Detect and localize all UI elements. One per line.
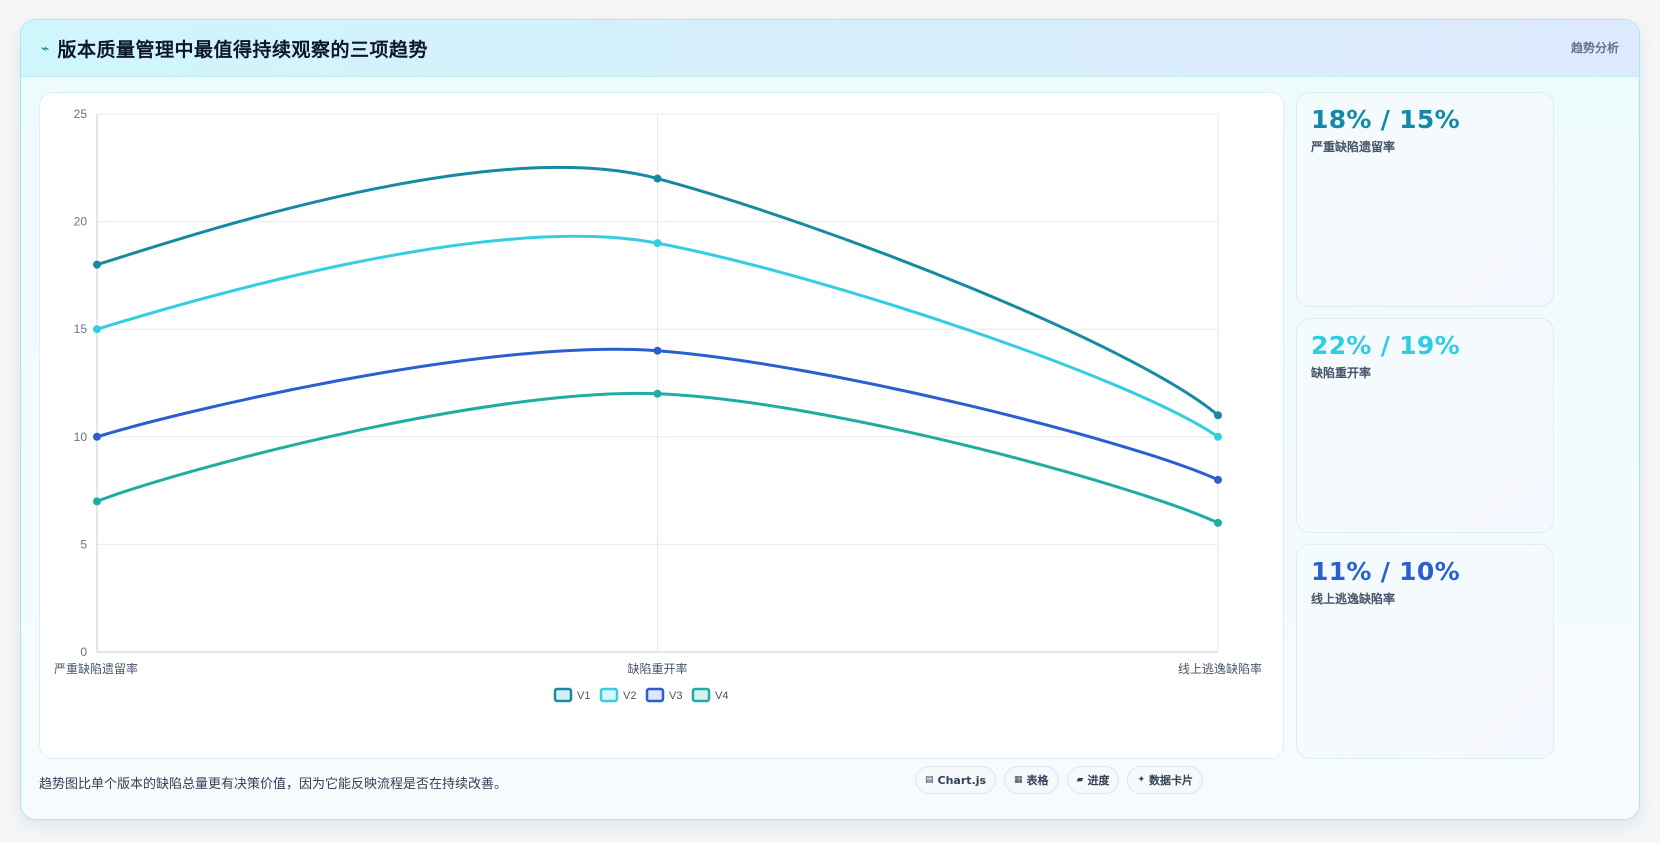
stat-card-2: 22% / 19% 缺陷重开率 <box>1296 318 1554 533</box>
trend-icon: ⌁ <box>41 40 50 57</box>
data-point <box>653 346 662 355</box>
data-point <box>1214 432 1222 441</box>
stat-column: 18% / 15% 严重缺陷遗留率 22% / 19% 缺陷重开率 11% / … <box>1296 92 1554 759</box>
title-group: ⌁ 版本质量管理中最值得持续观察的三项趋势 <box>41 20 428 77</box>
header-tag: 趋势分析 <box>1570 41 1619 55</box>
y-tick-label: 0 <box>80 645 87 659</box>
stat-label: 线上逃逸缺陷率 <box>1311 592 1396 606</box>
trend-card: ⌁ 版本质量管理中最值得持续观察的三项趋势 趋势分析 0 5 10 15 20 25 严重缺… <box>20 19 1640 820</box>
card-body: 0 5 10 15 20 25 严重缺陷遗留率 缺陷重开率 线上逃逸缺陷率 V1 V2 V3 V4 1… <box>21 77 1639 819</box>
card-title: 版本质量管理中最值得持续观察的三项趋势 <box>57 39 428 61</box>
data-point <box>1214 518 1222 527</box>
legend-label: V2 <box>623 690 636 702</box>
y-tick-label: 5 <box>80 537 87 551</box>
stat-label: 缺陷重开率 <box>1311 366 1372 380</box>
y-tick-label: 25 <box>74 107 88 121</box>
chip-label: 进度 <box>1087 774 1110 787</box>
legend-swatch <box>599 687 619 703</box>
data-point <box>1214 411 1222 420</box>
chip-table[interactable]: ▦ 表格 <box>1004 766 1059 794</box>
legend-swatch <box>553 687 573 703</box>
chip-label: 数据卡片 <box>1149 774 1194 787</box>
stat-card-1: 18% / 15% 严重缺陷遗留率 <box>1296 92 1554 307</box>
data-point <box>653 174 662 183</box>
data-point <box>93 325 101 334</box>
chip-label: 表格 <box>1026 774 1049 787</box>
y-tick-label: 15 <box>74 322 88 336</box>
progress-icon: ▰ <box>1076 775 1084 785</box>
x-tick-label: 严重缺陷遗留率 <box>54 661 138 676</box>
stat-card-3: 11% / 10% 线上逃逸缺陷率 <box>1296 544 1554 759</box>
chip-label: Chart.js <box>937 773 987 787</box>
data-point <box>653 239 662 248</box>
chart-icon: ▤ <box>925 775 934 785</box>
data-point <box>93 497 101 506</box>
legend-swatch <box>691 687 711 703</box>
stat-value: 18% / 15% <box>1311 105 1460 134</box>
data-point <box>93 260 101 269</box>
chip-chartjs[interactable]: ▤ Chart.js <box>915 766 997 794</box>
legend-label: V3 <box>669 690 682 702</box>
x-tick-label: 线上逃逸缺陷率 <box>1178 661 1262 676</box>
feature-chips: ▤ Chart.js ▦ 表格 ▰ 进度 ✦ 数据卡片 <box>915 766 1204 794</box>
y-tick-label: 20 <box>74 215 88 229</box>
x-tick-label: 缺陷重开率 <box>627 661 687 676</box>
legend-label: V1 <box>577 690 590 702</box>
stat-label: 严重缺陷遗留率 <box>1311 140 1396 154</box>
legend-swatch <box>645 687 665 703</box>
data-point <box>1214 475 1222 484</box>
y-tick-label: 10 <box>74 430 88 444</box>
footer-note: 趋势图比单个版本的缺陷总量更有决策价值，因为它能反映流程是否在持续改善。 <box>39 777 508 792</box>
chip-data-cards[interactable]: ✦ 数据卡片 <box>1127 766 1204 794</box>
stat-value: 11% / 10% <box>1311 557 1460 586</box>
line-chart: 0 5 10 15 20 25 严重缺陷遗留率 缺陷重开率 线上逃逸缺陷率 V1 V2 V3 V4 <box>54 107 1262 703</box>
legend-label: V4 <box>715 690 728 702</box>
sparkle-icon: ✦ <box>1137 775 1146 785</box>
card-header: ⌁ 版本质量管理中最值得持续观察的三项趋势 趋势分析 <box>21 20 1639 77</box>
data-point <box>93 432 101 441</box>
stat-value: 22% / 19% <box>1311 331 1460 360</box>
table-icon: ▦ <box>1014 775 1023 785</box>
chart-panel: 0 5 10 15 20 25 严重缺陷遗留率 缺陷重开率 线上逃逸缺陷率 V1 V2 V3 V4 <box>39 92 1284 759</box>
data-point <box>653 389 662 398</box>
chip-progress[interactable]: ▰ 进度 <box>1066 766 1120 794</box>
